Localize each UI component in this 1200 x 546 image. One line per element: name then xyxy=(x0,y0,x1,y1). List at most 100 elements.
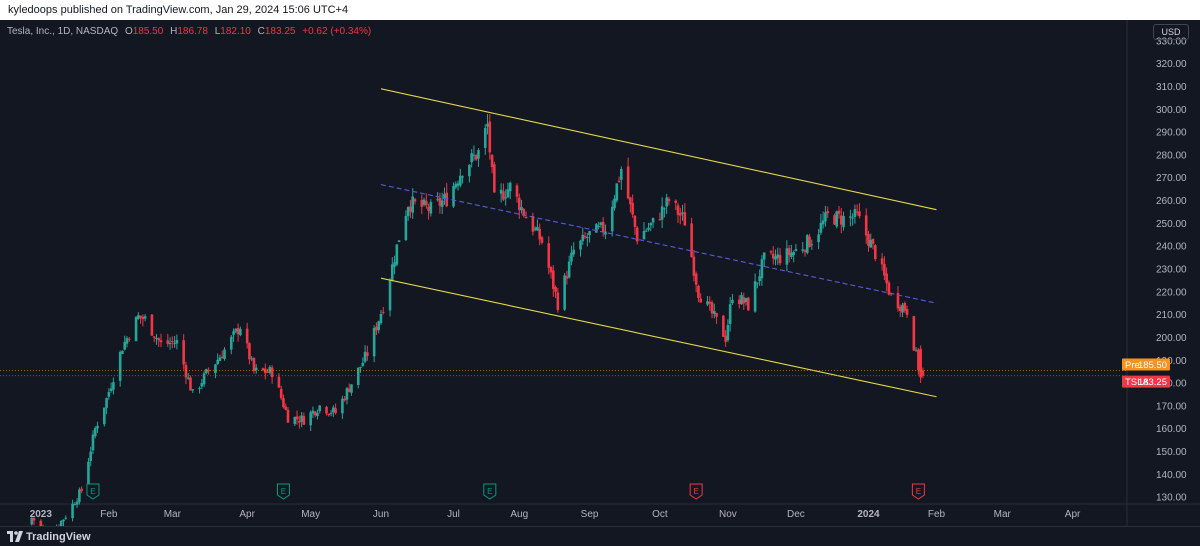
candle-body xyxy=(363,351,367,362)
candle-body xyxy=(159,340,163,343)
chart-canvas[interactable]: 330.00 320.00 310.00 300.00 290.00 280.00 270.… xyxy=(0,20,1200,526)
candle-body xyxy=(604,231,607,235)
candle-body xyxy=(284,406,288,410)
earnings-marker-icon[interactable]: E xyxy=(483,483,497,500)
candle-body xyxy=(563,275,566,310)
candle-body xyxy=(341,398,344,414)
candle-body xyxy=(214,364,217,374)
candle-body xyxy=(903,303,907,311)
candle-body xyxy=(629,197,632,205)
price-tick-label: 190.00 xyxy=(1156,356,1187,367)
candles[interactable] xyxy=(30,113,925,526)
candle-body xyxy=(620,169,623,180)
tradingview-brand[interactable]: TradingView xyxy=(26,531,91,543)
candle-body xyxy=(198,387,201,389)
price-tick-label: 240.00 xyxy=(1156,242,1187,253)
candle-body xyxy=(873,245,877,260)
candle-body xyxy=(742,297,746,304)
tradingview-logo-icon[interactable] xyxy=(7,531,23,542)
price-tick-label: 220.00 xyxy=(1156,287,1187,298)
price-tick-label: 130.00 xyxy=(1156,493,1187,504)
candle-body xyxy=(642,230,646,240)
time-tick-label: Oct xyxy=(652,509,668,520)
candle-body xyxy=(200,383,204,387)
price-tag-value: 185.50 xyxy=(1138,360,1167,371)
candle-body xyxy=(599,222,603,225)
candle-body xyxy=(216,359,219,365)
candle-body xyxy=(270,367,274,378)
candle-body xyxy=(778,254,782,264)
time-tick-label: 2024 xyxy=(857,509,880,520)
chart-panel[interactable]: 330.00 320.00 310.00 300.00 290.00 280.00 270.… xyxy=(0,20,1200,526)
candle-body xyxy=(724,335,727,342)
currency-button[interactable]: USD xyxy=(1153,24,1189,40)
candle-body xyxy=(758,276,761,282)
channel-line-lower[interactable] xyxy=(380,277,937,398)
earnings-marker-icon[interactable]: E xyxy=(276,483,290,500)
candle-body xyxy=(474,154,478,160)
candle-body xyxy=(864,215,868,236)
time-axis[interactable]: 2023 Feb Mar Apr May Jun Jul Aug Sep Oct Nov Dec 202… xyxy=(30,509,1081,520)
candle-body xyxy=(71,503,74,519)
candle-body xyxy=(551,270,555,289)
candle-body xyxy=(515,185,519,197)
candle-body xyxy=(540,237,544,243)
candle-body xyxy=(715,313,718,317)
time-tick-label: Mar xyxy=(994,509,1012,520)
candle-body xyxy=(676,205,680,215)
time-tick-label: Nov xyxy=(719,509,737,520)
candle-body xyxy=(835,211,839,227)
price-tick-label: 250.00 xyxy=(1156,219,1187,230)
candle-body xyxy=(699,298,702,303)
candle-body xyxy=(32,517,36,521)
candle-body xyxy=(454,183,458,188)
candle-body xyxy=(808,236,811,248)
candle-body xyxy=(123,341,127,350)
candle-body xyxy=(697,285,700,299)
candle-body xyxy=(316,412,319,417)
candle-body xyxy=(375,326,378,331)
candle-body xyxy=(30,517,34,525)
candle-body xyxy=(556,292,560,310)
earnings-marker-icon[interactable]: E xyxy=(689,483,703,500)
candle-body xyxy=(728,304,732,324)
channel-line-mid[interactable] xyxy=(380,184,937,304)
publisher-header: kyledoops published on TradingView.com, … xyxy=(0,0,1200,20)
candle-body xyxy=(803,250,807,252)
candle-body xyxy=(579,240,582,250)
candle-body xyxy=(785,248,789,265)
candle-body xyxy=(141,316,145,320)
candle-body xyxy=(508,182,512,192)
candle-body xyxy=(91,434,95,451)
candle-body xyxy=(690,223,693,258)
symbol-name[interactable]: Tesla, Inc., 1D, NASDAQ xyxy=(7,26,119,37)
candle-body xyxy=(867,233,870,246)
candle-body xyxy=(393,262,396,267)
time-tick-label: 2023 xyxy=(30,509,53,520)
candle-body xyxy=(597,226,600,228)
candle-body xyxy=(819,222,823,233)
svg-text:E: E xyxy=(916,487,921,496)
candle-body xyxy=(234,328,238,332)
candle-body xyxy=(366,352,369,356)
candle-body xyxy=(118,352,122,381)
channel-line-upper[interactable] xyxy=(380,88,937,211)
price-axis[interactable]: 330.00 320.00 310.00 300.00 290.00 280.00 270.… xyxy=(1156,36,1187,503)
candle-body xyxy=(722,315,725,337)
earnings-marker-icon[interactable]: E xyxy=(86,483,100,500)
candle-body xyxy=(769,251,773,253)
candle-body xyxy=(107,392,111,397)
candle-body xyxy=(125,338,129,344)
candle-body xyxy=(810,244,814,246)
time-tick-label: Mar xyxy=(164,509,182,520)
candle-body xyxy=(842,216,845,228)
earnings-marker-icon[interactable]: E xyxy=(911,483,925,500)
candle-body xyxy=(80,488,83,491)
candle-body xyxy=(87,461,90,492)
candle-body xyxy=(667,198,671,202)
candle-body xyxy=(452,186,455,207)
candle-body xyxy=(356,367,360,385)
candle-body xyxy=(570,252,573,262)
candle-body xyxy=(567,261,571,278)
time-tick-label: Aug xyxy=(510,509,528,520)
